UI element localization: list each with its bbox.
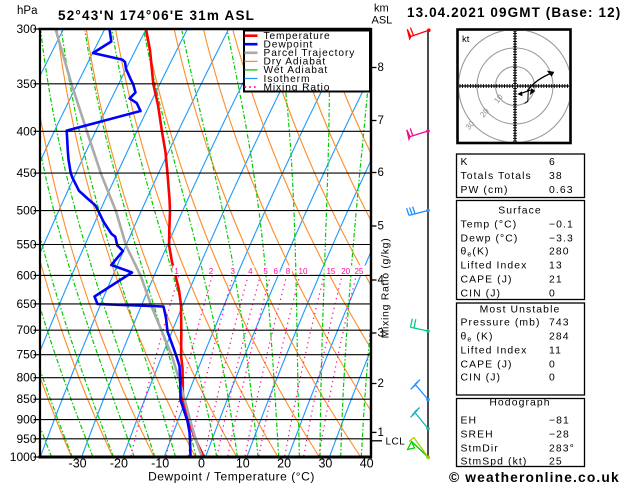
- svg-text:800: 800: [16, 371, 36, 385]
- svg-text:900: 900: [16, 413, 36, 427]
- svg-text:−28: −28: [549, 430, 570, 441]
- svg-text:743: 743: [549, 318, 570, 329]
- svg-text:15: 15: [326, 267, 335, 276]
- svg-text:Dry Adiabat: Dry Adiabat: [264, 57, 327, 68]
- svg-text:LCL: LCL: [386, 437, 406, 448]
- svg-text:CAPE (J): CAPE (J): [461, 360, 513, 371]
- svg-text:Temperature: Temperature: [264, 31, 331, 42]
- svg-text:-20: -20: [110, 457, 128, 471]
- svg-text:284: 284: [549, 332, 570, 343]
- svg-text:400: 400: [16, 124, 36, 138]
- svg-text:21: 21: [549, 275, 563, 286]
- svg-text:−3.3: −3.3: [549, 234, 574, 245]
- svg-text:350: 350: [16, 77, 36, 91]
- svg-text:km: km: [374, 3, 389, 15]
- svg-text:6: 6: [549, 157, 556, 168]
- svg-text:2: 2: [209, 267, 214, 276]
- svg-text:4: 4: [378, 275, 385, 287]
- svg-text:EH: EH: [461, 416, 478, 427]
- svg-text:Hodograph: Hodograph: [489, 398, 550, 409]
- svg-text:550: 550: [16, 238, 36, 252]
- svg-text:300: 300: [16, 22, 36, 36]
- svg-text:0: 0: [549, 373, 556, 384]
- svg-text:750: 750: [16, 348, 36, 362]
- svg-text:600: 600: [16, 268, 36, 282]
- svg-text:kt: kt: [462, 34, 470, 45]
- svg-text:Mixing Ratio: Mixing Ratio: [264, 82, 331, 93]
- svg-text:CIN (J): CIN (J): [461, 289, 502, 300]
- svg-text:StmDir: StmDir: [461, 444, 499, 455]
- svg-text:10: 10: [299, 267, 308, 276]
- svg-text:11: 11: [549, 346, 562, 357]
- svg-text:Parcel Trajectory: Parcel Trajectory: [264, 48, 356, 59]
- svg-text:25: 25: [354, 267, 363, 276]
- svg-text:20: 20: [277, 457, 291, 471]
- svg-text:0.63: 0.63: [549, 185, 574, 196]
- svg-text:850: 850: [16, 392, 36, 406]
- svg-text:Most Unstable: Most Unstable: [480, 305, 561, 316]
- svg-text:700: 700: [16, 323, 36, 337]
- svg-text:K: K: [461, 157, 469, 168]
- svg-text:13.04.2021 09GMT (Base: 12): 13.04.2021 09GMT (Base: 12): [407, 5, 621, 20]
- svg-text:25: 25: [549, 457, 563, 468]
- svg-text:283°: 283°: [549, 444, 575, 455]
- svg-text:4: 4: [248, 267, 253, 276]
- svg-text:38: 38: [549, 171, 563, 182]
- svg-text:280: 280: [549, 247, 570, 258]
- svg-text:CAPE (J): CAPE (J): [461, 275, 513, 286]
- svg-text:SREH: SREH: [461, 430, 494, 441]
- svg-text:0: 0: [549, 360, 556, 371]
- svg-text:−81: −81: [549, 416, 570, 427]
- svg-text:8: 8: [378, 62, 384, 74]
- svg-text:hPa: hPa: [17, 5, 38, 17]
- svg-text:ASL: ASL: [372, 15, 393, 27]
- svg-text:650: 650: [16, 297, 36, 311]
- svg-text:Mixing Ratio (g/kg): Mixing Ratio (g/kg): [380, 238, 392, 339]
- svg-text:θe (K): θe (K): [461, 332, 494, 344]
- svg-text:-10: -10: [151, 457, 169, 471]
- svg-text:Surface: Surface: [498, 206, 542, 217]
- svg-text:1000: 1000: [10, 450, 37, 464]
- svg-text:1: 1: [174, 267, 179, 276]
- svg-text:10: 10: [236, 457, 250, 471]
- svg-text:© weatheronline.co.uk: © weatheronline.co.uk: [449, 470, 620, 485]
- svg-text:5: 5: [263, 267, 268, 276]
- svg-text:-30: -30: [69, 457, 87, 471]
- svg-text:−0.1: −0.1: [549, 220, 574, 231]
- svg-text:2: 2: [378, 378, 384, 390]
- svg-text:PW (cm): PW (cm): [461, 185, 509, 196]
- svg-text:Lifted Index: Lifted Index: [461, 346, 528, 357]
- svg-text:3: 3: [230, 267, 235, 276]
- svg-text:Dewp (°C): Dewp (°C): [461, 234, 519, 245]
- svg-text:Temp (°C): Temp (°C): [461, 220, 518, 231]
- svg-text:0: 0: [198, 457, 205, 471]
- svg-text:20: 20: [341, 267, 350, 276]
- svg-text:Dewpoint: Dewpoint: [264, 40, 314, 51]
- svg-text:1: 1: [378, 427, 384, 439]
- svg-text:3: 3: [378, 328, 384, 340]
- svg-text:13: 13: [549, 261, 563, 272]
- svg-text:0: 0: [549, 289, 556, 300]
- svg-text:30: 30: [318, 457, 332, 471]
- svg-text:450: 450: [16, 166, 36, 180]
- svg-text:Dewpoint / Temperature (°C): Dewpoint / Temperature (°C): [148, 470, 315, 484]
- svg-text:950: 950: [16, 432, 36, 446]
- svg-text:6: 6: [273, 267, 278, 276]
- svg-text:8: 8: [286, 267, 291, 276]
- svg-text:52°43'N 174°06'E 31m ASL: 52°43'N 174°06'E 31m ASL: [58, 8, 255, 23]
- svg-text:Isotherm: Isotherm: [264, 74, 311, 85]
- svg-text:40: 40: [360, 457, 374, 471]
- svg-text:5: 5: [378, 221, 384, 233]
- svg-text:StmSpd (kt): StmSpd (kt): [461, 457, 528, 468]
- svg-text:Lifted Index: Lifted Index: [461, 261, 528, 272]
- svg-text:Totals Totals: Totals Totals: [461, 171, 532, 182]
- svg-text:θe(K): θe(K): [461, 247, 490, 259]
- svg-text:6: 6: [378, 167, 384, 179]
- svg-text:500: 500: [16, 204, 36, 218]
- svg-text:CIN (J): CIN (J): [461, 373, 502, 384]
- svg-text:7: 7: [378, 115, 384, 127]
- svg-text:Wet Adiabat: Wet Adiabat: [264, 65, 329, 76]
- svg-text:Pressure (mb): Pressure (mb): [461, 318, 541, 329]
